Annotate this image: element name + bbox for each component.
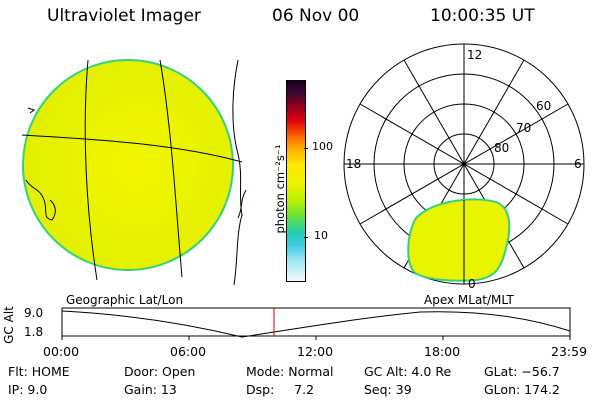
altitude-plot bbox=[61, 307, 571, 340]
instrument-title: Ultraviolet Imager bbox=[47, 6, 201, 26]
dsp-info: Dsp: 7.2 bbox=[246, 382, 315, 397]
auroral-emission-region bbox=[407, 198, 511, 282]
geographic-panel-label: Geographic Lat/Lon bbox=[66, 293, 184, 307]
colorbar bbox=[286, 80, 306, 282]
glon-info: GLon: 174.2 bbox=[484, 382, 560, 397]
emission-disk bbox=[22, 59, 234, 271]
mlat-label-80: 80 bbox=[494, 141, 509, 155]
colorbar-tick bbox=[304, 148, 308, 149]
door-info: Door: Open bbox=[124, 364, 196, 379]
meridian-line bbox=[159, 59, 183, 278]
mlt-label-18: 18 bbox=[346, 157, 361, 171]
coastline bbox=[27, 107, 36, 114]
coastline bbox=[25, 179, 56, 221]
altitude-curve bbox=[61, 310, 571, 338]
polar-panel-label: Apex MLat/MLT bbox=[424, 293, 514, 307]
colorbar-tick-label: 10 bbox=[314, 229, 328, 242]
xtick-label: 06:00 bbox=[170, 344, 207, 359]
altitude-ytick-label: 1.8 bbox=[24, 325, 44, 339]
geographic-image-panel bbox=[21, 59, 247, 286]
colorbar-tick-label: 100 bbox=[312, 140, 333, 153]
glat-info: GLat: −56.7 bbox=[484, 364, 560, 379]
gcalt-info: GC Alt: 4.0 Re bbox=[364, 364, 452, 379]
coastline bbox=[232, 59, 243, 286]
meridian-line bbox=[84, 59, 98, 281]
xtick-label: 12:00 bbox=[297, 344, 334, 359]
xtick-label: 18:00 bbox=[424, 344, 461, 359]
altitude-axis-label: GC Alt bbox=[1, 306, 16, 344]
mlt-label-6: 6 bbox=[574, 157, 582, 171]
seq-info: Seq: 39 bbox=[364, 382, 412, 397]
altitude-ytick-label: 9.0 bbox=[24, 306, 44, 320]
polar-panel: 12 18 6 0 60 70 80 bbox=[343, 43, 585, 291]
ip-info: IP: 9.0 bbox=[8, 382, 48, 397]
time-label: 10:00:35 UT bbox=[430, 6, 535, 26]
colorbar-unit-label: photon cm⁻²s⁻¹ bbox=[273, 144, 287, 234]
date-label: 06 Nov 00 bbox=[272, 6, 360, 26]
mode-info: Mode: Normal bbox=[246, 364, 334, 379]
coastline bbox=[237, 189, 247, 219]
xtick-label: 23:59 bbox=[551, 344, 588, 359]
latitude-line bbox=[21, 134, 243, 163]
mlt-label-12: 12 bbox=[467, 48, 482, 62]
flight-info: Flt: HOME bbox=[8, 364, 70, 379]
mlat-label-60: 60 bbox=[536, 99, 551, 113]
mlat-label-70: 70 bbox=[516, 121, 531, 135]
mlt-label-0: 0 bbox=[468, 277, 476, 291]
xtick-label: 00:00 bbox=[43, 344, 80, 359]
gain-info: Gain: 13 bbox=[124, 382, 177, 397]
colorbar-tick bbox=[304, 237, 308, 238]
altitude-xticks bbox=[61, 336, 571, 340]
